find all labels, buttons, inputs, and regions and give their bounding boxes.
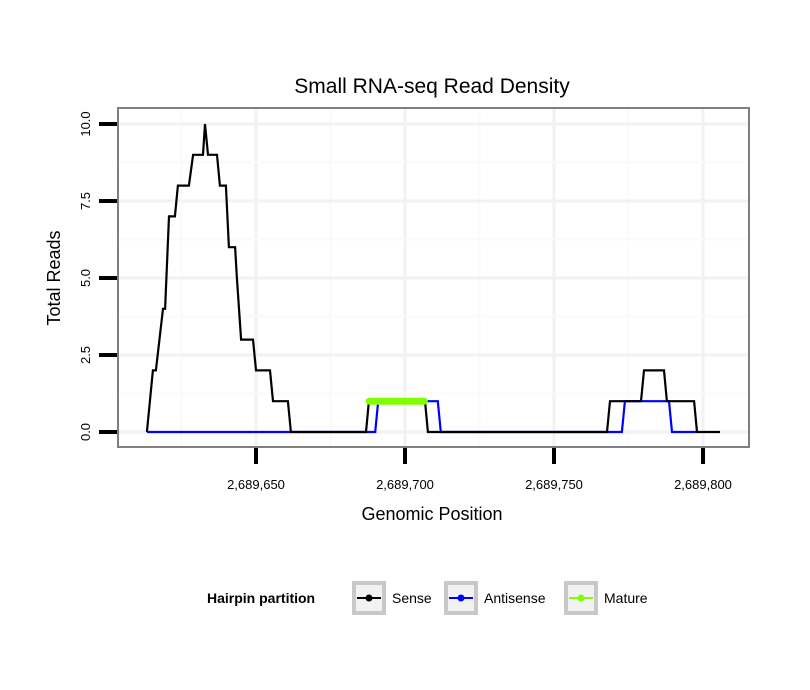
y-tick-label: 7.5 [78,192,93,210]
legend-item-antisense: Antisense [444,581,546,615]
legend-title: Hairpin partition [207,590,315,606]
chart-title: Small RNA-seq Read Density [294,75,570,98]
legend-item-mature: Mature [564,581,648,615]
x-tick-label: 2,689,650 [227,477,285,492]
legend-label: Sense [392,590,432,606]
legend-label: Mature [604,590,648,606]
grid [119,109,748,446]
legend-label: Antisense [484,590,546,606]
plot-border [117,107,750,448]
legend-item-sense: Sense [352,581,432,615]
x-tick-label: 2,689,800 [674,477,732,492]
x-axis-label: Genomic Position [361,504,502,524]
x-tick-label: 2,689,750 [525,477,583,492]
series-line-sense [145,123,720,434]
legend: Hairpin partition Sense Antisense Mature [207,581,648,615]
y-tick-label: 2.5 [78,346,93,364]
y-axis-label: Total Reads [44,230,64,325]
series-layer [145,123,720,434]
x-tick-label: 2,689,700 [376,477,434,492]
y-tick-label: 5.0 [78,269,93,287]
legend-key-point [577,594,585,602]
legend-key-point [457,594,465,602]
y-tick-label: 0.0 [78,423,93,441]
series-line-antisense [146,400,697,434]
legend-key-point [365,594,373,602]
y-tick-label: 10.0 [78,111,93,136]
axes: 2,689,650 2,689,700 2,689,750 2,689,800 0.0 2… [78,111,732,492]
